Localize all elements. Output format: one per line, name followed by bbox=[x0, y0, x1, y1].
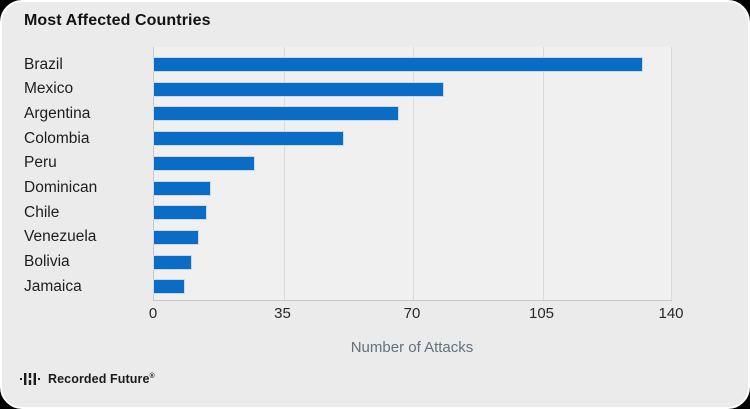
x-tick-0: 0 bbox=[148, 305, 158, 322]
category-label-brazil: Brazil bbox=[24, 55, 63, 73]
chart-title: Most Affected Countries bbox=[24, 12, 211, 29]
bar-venezuela bbox=[154, 230, 199, 244]
x-axis-label: Number of Attacks bbox=[350, 339, 474, 356]
x-axis-ticks: 0 35 70 105 140 bbox=[149, 305, 684, 325]
plot-area bbox=[153, 47, 672, 301]
category-label-argentina: Argentina bbox=[24, 104, 91, 122]
category-label-bolivia: Bolivia bbox=[24, 253, 70, 271]
gridline-x-140 bbox=[671, 47, 672, 300]
registered-mark: ® bbox=[149, 372, 155, 380]
brand-logo: Recorded Future® bbox=[20, 370, 155, 388]
gridline-x-70 bbox=[413, 47, 414, 300]
category-label-jamaica: Jamaica bbox=[24, 277, 82, 295]
bar-mexico bbox=[154, 82, 443, 96]
category-label-peru: Peru bbox=[24, 154, 57, 172]
gridline-x-35 bbox=[283, 47, 285, 300]
bar-colombia bbox=[154, 132, 343, 146]
category-label-chile: Chile bbox=[24, 203, 60, 221]
x-tick-35: 35 bbox=[274, 305, 291, 322]
x-tick-105: 105 bbox=[528, 305, 555, 322]
x-tick-140: 140 bbox=[658, 305, 684, 322]
bar-argentina bbox=[154, 107, 399, 121]
x-tick-70: 70 bbox=[403, 305, 421, 322]
bar-dominican bbox=[154, 181, 210, 195]
recorded-future-mark-icon bbox=[20, 373, 40, 385]
bar-chile bbox=[154, 206, 206, 220]
category-label-venezuela: Venezuela bbox=[24, 228, 97, 246]
bar-jamaica bbox=[154, 280, 184, 294]
bar-brazil bbox=[154, 58, 643, 71]
gridline-x-105 bbox=[542, 47, 544, 300]
category-label-dominican: Dominican bbox=[24, 179, 98, 196]
bar-bolivia bbox=[154, 255, 191, 269]
bar-peru bbox=[154, 156, 254, 170]
brand-name: Recorded Future® bbox=[48, 372, 155, 386]
category-label-colombia: Colombia bbox=[24, 129, 90, 147]
category-label-mexico: Mexico bbox=[24, 80, 74, 98]
